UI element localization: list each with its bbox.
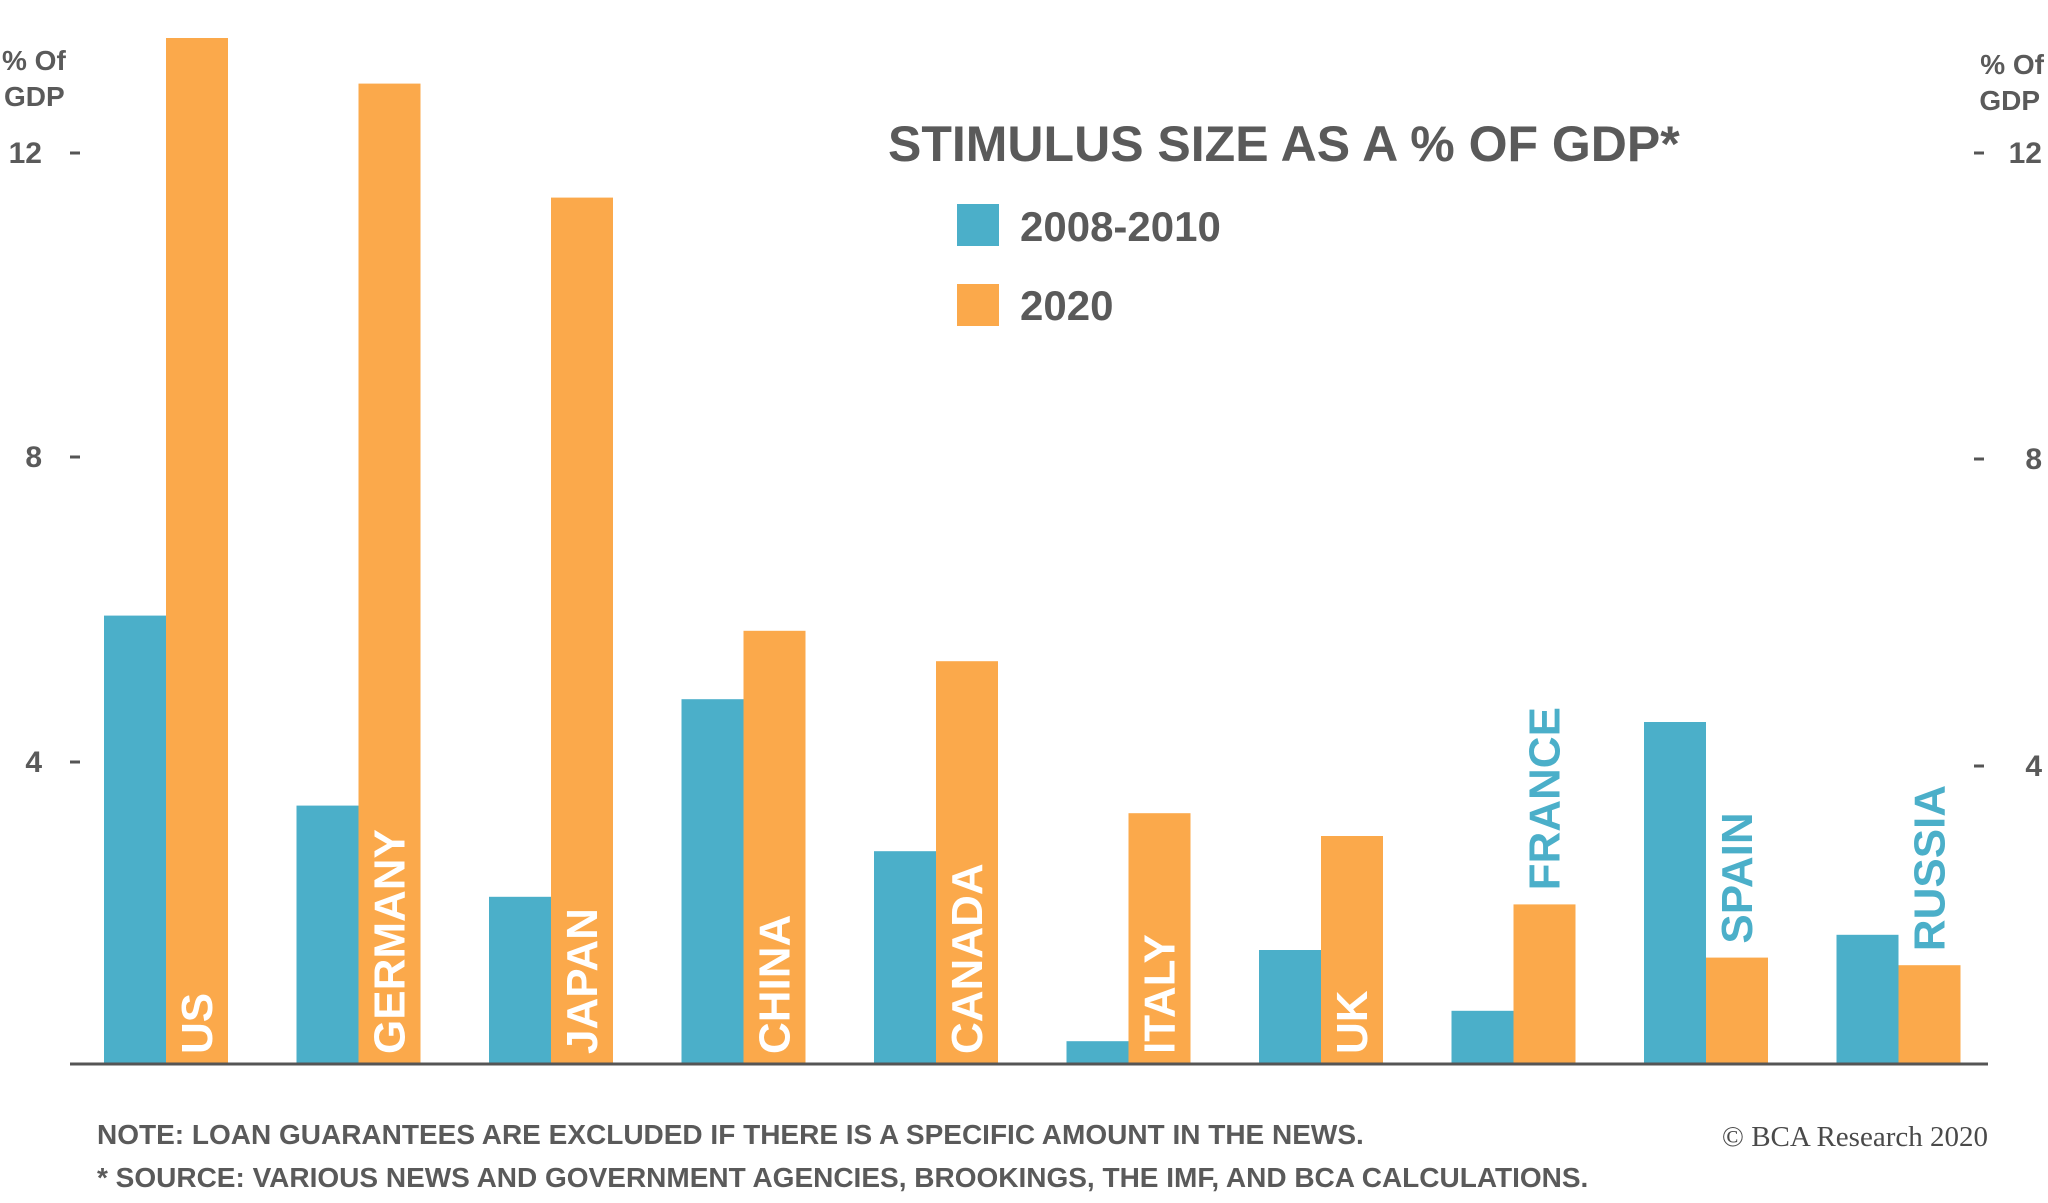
chart-title: STIMULUS SIZE AS A % OF GDP* xyxy=(888,116,1680,172)
left-axis-label-line2: GDP xyxy=(4,81,65,112)
left-tick-label-12: 12 xyxy=(9,137,42,170)
bar-2008-2010-china xyxy=(681,699,744,1064)
category-label-france: FRANCE xyxy=(1521,707,1570,890)
right-axis-label-line2: GDP xyxy=(1979,85,2040,116)
bar-2008-2010-japan xyxy=(489,896,551,1064)
right-y-axis: 4 8 12 xyxy=(1974,137,2042,783)
bar-2020-us xyxy=(166,38,228,1064)
category-label-us: US xyxy=(173,993,222,1054)
bar-2020-spain xyxy=(1706,957,1768,1064)
note-line-1: NOTE: LOAN GUARANTEES ARE EXCLUDED IF TH… xyxy=(97,1119,1364,1150)
bar-2008-2010-uk xyxy=(1259,950,1321,1064)
category-label-china: CHINA xyxy=(751,915,800,1054)
bar-2008-2010-canada xyxy=(874,851,936,1064)
right-tick-label-8: 8 xyxy=(2025,443,2042,476)
bar-2020-russia xyxy=(1898,965,1961,1064)
category-label-italy: ITALY xyxy=(1136,934,1185,1054)
category-label-japan: JAPAN xyxy=(558,908,607,1054)
legend-label-2020: 2020 xyxy=(1020,282,1113,329)
bar-2020-china xyxy=(743,630,806,1064)
category-label-germany: GERMANY xyxy=(366,829,415,1054)
bar-2020-japan xyxy=(551,197,613,1065)
bar-2008-2010-us xyxy=(104,615,166,1064)
bar-2020-france xyxy=(1513,904,1576,1064)
bar-2008-2010-france xyxy=(1451,1010,1514,1064)
legend: 2008-2010 2020 xyxy=(957,203,1221,329)
left-y-axis: 4 8 12 xyxy=(9,137,80,779)
legend-swatch-2020 xyxy=(957,284,999,326)
bar-2020-canada xyxy=(936,661,998,1064)
left-tick-label-4: 4 xyxy=(25,746,42,779)
legend-label-2008-2010: 2008-2010 xyxy=(1020,203,1221,250)
left-tick-label-8: 8 xyxy=(25,441,42,474)
category-label-uk: UK xyxy=(1328,990,1377,1054)
bar-2008-2010-germany xyxy=(296,805,359,1064)
bar-2008-2010-italy xyxy=(1066,1041,1129,1064)
bar-2020-italy xyxy=(1128,813,1191,1064)
right-tick-label-4: 4 xyxy=(2025,750,2042,783)
note-line-2: * SOURCE: VARIOUS NEWS AND GOVERNMENT AG… xyxy=(97,1162,1588,1193)
category-label-canada: CANADA xyxy=(943,863,992,1054)
category-label-russia: RUSSIA xyxy=(1906,785,1955,951)
legend-swatch-2008-2010 xyxy=(957,204,999,246)
right-tick-label-12: 12 xyxy=(2009,137,2042,170)
right-axis-label-line1: % Of xyxy=(1980,49,2044,80)
bar-2020-uk xyxy=(1321,836,1383,1064)
bca-credit: © BCA Research 2020 xyxy=(1722,1121,1988,1153)
category-label-spain: SPAIN xyxy=(1713,812,1762,943)
bar-2008-2010-russia xyxy=(1836,934,1899,1064)
bars-group xyxy=(104,38,1961,1065)
bar-2008-2010-spain xyxy=(1644,722,1706,1064)
bar-2020-germany xyxy=(358,83,421,1065)
category-labels: US GERMANY JAPAN CHINA CANADA ITALY UK FRANCE SP… xyxy=(173,707,1955,1054)
left-axis-label-line1: % Of xyxy=(2,45,66,76)
